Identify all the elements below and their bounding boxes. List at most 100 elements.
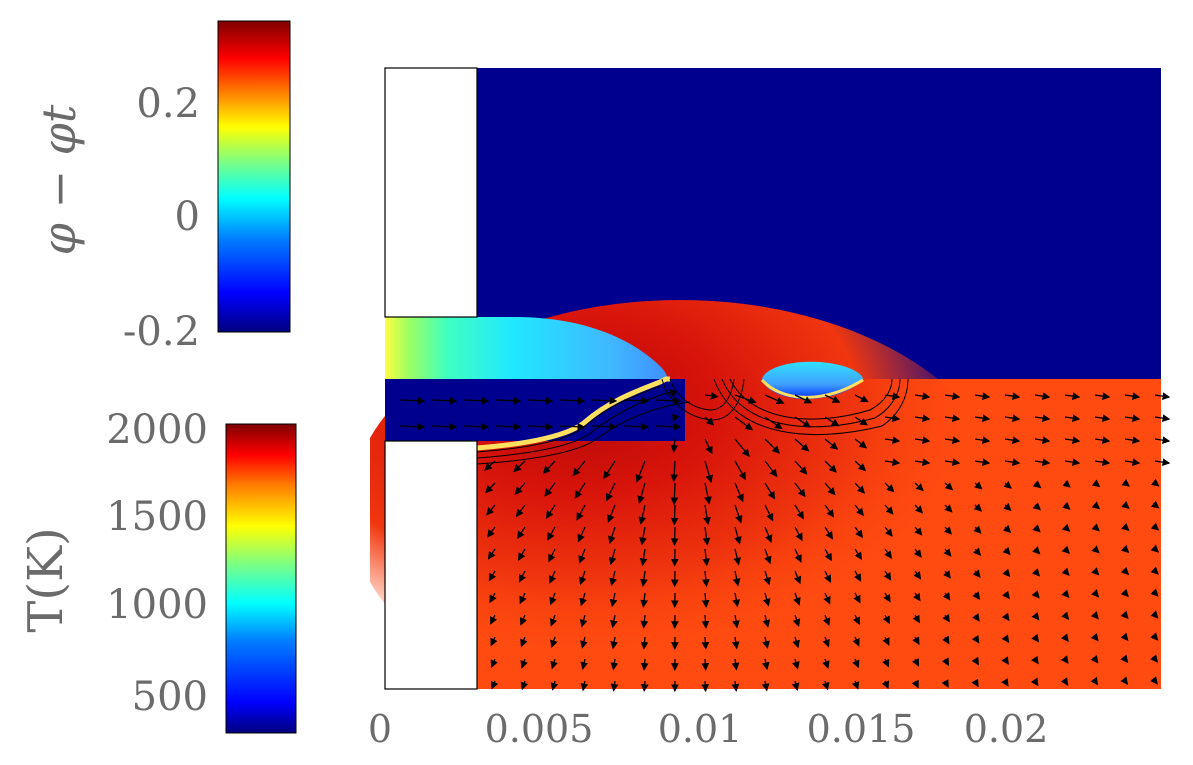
- velocity-arrow: [912, 614, 920, 624]
- velocity-arrow: [1091, 479, 1101, 488]
- velocity-arrow: [824, 394, 841, 403]
- velocity-arrow: [1090, 654, 1099, 664]
- velocity-arrow: [1060, 677, 1069, 686]
- velocity-arrow: [623, 422, 650, 431]
- velocity-arrow: [824, 482, 836, 496]
- velocity-arrow: [578, 570, 587, 586]
- velocity-arrow: [704, 391, 719, 400]
- velocity-arrow: [603, 460, 616, 480]
- velocity-arrow: [490, 614, 498, 625]
- velocity-arrow: [941, 679, 949, 688]
- field-plot: 0 0.005 0.01 0.015 0.02: [370, 67, 1171, 751]
- velocity-arrow: [608, 548, 617, 566]
- velocity-arrow: [974, 414, 991, 422]
- velocity-arrow: [639, 526, 647, 546]
- velocity-arrow: [1030, 677, 1039, 687]
- velocity-arrow: [701, 680, 710, 693]
- velocity-arrow: [495, 422, 522, 431]
- velocity-arrow: [1004, 458, 1021, 466]
- velocity-arrow: [794, 526, 803, 542]
- velocity-arrow: [942, 592, 951, 601]
- velocity-arrow: [655, 422, 682, 431]
- velocity-arrow: [854, 394, 869, 403]
- velocity-arrow: [516, 526, 526, 540]
- velocity-arrow: [972, 569, 981, 578]
- velocity-arrow: [637, 482, 646, 504]
- velocity-arrow: [610, 658, 619, 671]
- phase-colorbar-panel: 0.2 0 -0.2 φ − φt: [32, 20, 291, 355]
- velocity-arrow: [1004, 392, 1021, 400]
- velocity-arrow: [792, 658, 800, 670]
- velocity-arrow: [574, 482, 586, 499]
- velocity-arrow: [1034, 392, 1051, 400]
- velocity-arrow: [1120, 566, 1130, 576]
- velocity-arrow: [1150, 588, 1159, 597]
- velocity-arrow: [764, 394, 785, 405]
- velocity-arrow: [701, 658, 710, 671]
- velocity-arrow: [670, 504, 679, 526]
- velocity-arrow: [527, 396, 554, 405]
- velocity-arrow: [824, 416, 840, 427]
- velocity-arrow: [882, 614, 890, 625]
- velocity-arrow: [1091, 589, 1100, 598]
- velocity-arrow: [578, 548, 586, 564]
- velocity-arrow: [514, 482, 526, 495]
- x-tick-label: 0.015: [807, 707, 916, 751]
- velocity-arrow: [1154, 392, 1171, 400]
- velocity-arrow: [732, 592, 741, 608]
- velocity-arrow: [1120, 544, 1130, 554]
- velocity-arrow: [884, 392, 901, 400]
- velocity-arrow: [1094, 392, 1111, 400]
- velocity-arrow: [1062, 501, 1071, 510]
- velocity-arrow: [732, 570, 741, 587]
- velocity-arrow: [1124, 392, 1141, 400]
- velocity-arrow: [761, 658, 770, 671]
- velocity-arrow: [1150, 632, 1159, 641]
- velocity-arrow: [1064, 414, 1081, 422]
- velocity-arrow: [822, 658, 830, 669]
- velocity-arrow: [794, 548, 802, 563]
- velocity-arrow: [1001, 612, 1010, 622]
- velocity-arrow: [487, 526, 496, 538]
- velocity-arrow: [704, 438, 713, 455]
- velocity-arrow: [577, 526, 586, 543]
- velocity-arrows: [399, 388, 1171, 693]
- temperature-colorbar-tick: 2000: [106, 407, 208, 453]
- velocity-arrow: [1120, 676, 1129, 686]
- velocity-arrow: [732, 614, 740, 629]
- velocity-arrow: [1031, 568, 1041, 577]
- left-wall-upper: [384, 67, 478, 318]
- velocity-arrow: [824, 548, 832, 562]
- velocity-arrow: [635, 460, 646, 483]
- velocity-arrow: [1090, 611, 1099, 620]
- velocity-arrow: [854, 548, 863, 561]
- velocity-arrow: [914, 414, 931, 422]
- velocity-arrow: [794, 460, 808, 475]
- velocity-arrow: [944, 504, 953, 513]
- velocity-arrow: [764, 482, 776, 500]
- velocity-arrow: [485, 482, 496, 494]
- velocity-arrow: [974, 436, 991, 444]
- velocity-arrow: [1004, 414, 1021, 422]
- velocity-arrow: [734, 504, 743, 524]
- velocity-arrow: [792, 614, 801, 627]
- velocity-arrow: [1060, 655, 1069, 664]
- velocity-arrow: [655, 396, 682, 405]
- velocity-arrow: [944, 392, 961, 400]
- velocity-arrow: [1120, 610, 1129, 620]
- velocity-arrow: [1094, 458, 1111, 466]
- velocity-arrow: [942, 635, 950, 645]
- velocity-arrow: [1032, 502, 1042, 511]
- velocity-arrow: [544, 482, 556, 497]
- velocity-arrow: [640, 658, 649, 671]
- velocity-arrow: [764, 438, 781, 454]
- melt-interface: [476, 376, 670, 451]
- velocity-arrow: [913, 570, 922, 580]
- velocity-arrow: [972, 613, 980, 622]
- velocity-arrow: [854, 460, 867, 472]
- velocity-arrow: [1150, 544, 1160, 553]
- velocity-arrow: [1001, 678, 1009, 687]
- velocity-arrow: [1094, 414, 1111, 422]
- velocity-arrow: [731, 680, 740, 692]
- velocity-arrow: [702, 548, 710, 567]
